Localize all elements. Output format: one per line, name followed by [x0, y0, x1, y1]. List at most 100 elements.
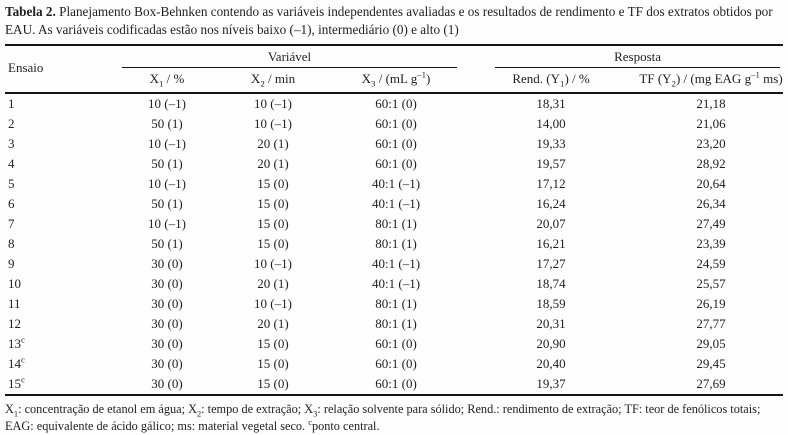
data-cell: 27,49 — [696, 216, 726, 232]
data-cell: 60:1 (0) — [375, 96, 417, 112]
data-cell: 80:1 (1) — [375, 296, 417, 312]
data-cell: 14,00 — [536, 116, 566, 132]
data-cell: 20 (1) — [257, 156, 289, 172]
data-cell: 10 (–1) — [254, 96, 292, 112]
data-cell: 15 (0) — [257, 196, 289, 212]
ensaio-cell: 12 — [8, 316, 21, 332]
data-cell: 80:1 (1) — [375, 216, 417, 232]
table-header: Ensaio Variável Resposta X1 / % X2 / min… — [5, 45, 784, 94]
table-row: 9 30 (0) 10 (–1) 40:1 (–1) 17,27 24,59 — [5, 254, 783, 274]
data-cell: 60:1 (0) — [375, 376, 417, 392]
column-header-ensaio: Ensaio — [8, 60, 44, 76]
data-cell: 29,45 — [696, 356, 726, 372]
table-row: 15c 30 (0) 15 (0) 60:1 (0) 19,37 27,69 — [5, 374, 783, 395]
data-cell: 18,59 — [536, 296, 566, 312]
data-cell: 20 (1) — [257, 136, 289, 152]
data-cell: 50 (1) — [151, 156, 183, 172]
table-row: 3 10 (–1) 20 (1) 60:1 (0) 19,33 23,20 — [5, 134, 783, 154]
data-cell: 50 (1) — [151, 196, 183, 212]
data-cell: 15 (0) — [257, 236, 289, 252]
data-cell: 21,06 — [696, 116, 726, 132]
data-cell: 10 (–1) — [148, 136, 186, 152]
data-cell: 26,34 — [696, 196, 726, 212]
table-row: 8 50 (1) 15 (0) 80:1 (1) 16,21 23,39 — [5, 234, 783, 254]
data-cell: 30 (0) — [151, 316, 183, 332]
data-cell: 80:1 (1) — [375, 316, 417, 332]
table-caption-label: Tabela 2. — [5, 4, 56, 19]
ensaio-cell: 6 — [8, 196, 15, 212]
table-row: 5 10 (–1) 15 (0) 40:1 (–1) 17,12 20,64 — [5, 174, 783, 194]
data-cell: 18,74 — [536, 276, 566, 292]
data-cell: 19,37 — [536, 376, 566, 392]
ensaio-cell: 4 — [8, 156, 15, 172]
group-header-row: Ensaio Variável Resposta — [5, 45, 783, 75]
data-cell: 30 (0) — [151, 296, 183, 312]
ensaio-cell: 9 — [8, 256, 15, 272]
data-cell: 15 (0) — [257, 376, 289, 392]
data-cell: 30 (0) — [151, 276, 183, 292]
data-cell: 40:1 (–1) — [372, 256, 421, 272]
data-cell: 20,31 — [536, 316, 566, 332]
data-cell: 26,19 — [696, 296, 726, 312]
data-cell: 21,18 — [696, 96, 726, 112]
table-footnote: X1: concentração de etanol em água; X2: … — [5, 402, 761, 433]
data-cell: 23,20 — [696, 136, 726, 152]
table-row: 12 30 (0) 20 (1) 80:1 (1) 20,31 27,77 — [5, 314, 783, 334]
table-row: 6 50 (1) 15 (0) 40:1 (–1) 16,24 26,34 — [5, 194, 783, 214]
data-cell: 20 (1) — [257, 316, 289, 332]
data-cell: 20,40 — [536, 356, 566, 372]
data-cell: 40:1 (–1) — [372, 196, 421, 212]
table-row: 4 50 (1) 20 (1) 60:1 (0) 19,57 28,92 — [5, 154, 783, 174]
data-cell: 10 (–1) — [148, 216, 186, 232]
ensaio-cell: 8 — [8, 236, 15, 252]
box-behnken-table: Ensaio Variável Resposta X1 / % X2 / min… — [5, 44, 784, 396]
data-cell: 19,33 — [536, 136, 566, 152]
data-cell: 50 (1) — [151, 236, 183, 252]
ensaio-cell: 2 — [8, 116, 15, 132]
data-cell: 20,90 — [536, 336, 566, 352]
table-row: 11 30 (0) 10 (–1) 80:1 (1) 18,59 26,19 — [5, 294, 783, 314]
data-cell: 20,07 — [536, 216, 566, 232]
data-cell: 60:1 (0) — [375, 156, 417, 172]
group-header-resposta: Resposta — [463, 45, 783, 69]
table-caption-text: Planejamento Box-Behnken contendo as var… — [5, 4, 773, 37]
table-row: 13c 30 (0) 15 (0) 60:1 (0) 20,90 29,05 — [5, 334, 783, 354]
ensaio-cell: 7 — [8, 216, 15, 232]
ensaio-cell: 15c — [8, 375, 25, 392]
table-caption: Tabela 2. Planejamento Box-Behnken conte… — [5, 3, 783, 38]
data-cell: 15 (0) — [257, 356, 289, 372]
ensaio-cell: 5 — [8, 176, 15, 192]
data-cell: 10 (–1) — [148, 96, 186, 112]
data-cell: 15 (0) — [257, 336, 289, 352]
data-cell: 24,59 — [696, 256, 726, 272]
data-cell: 18,31 — [536, 96, 566, 112]
column-header-x2: X2 / min — [250, 71, 296, 89]
data-cell: 20,64 — [696, 176, 726, 192]
group-label-resposta: Resposta — [495, 46, 781, 69]
data-cell: 17,27 — [536, 256, 566, 272]
ensaio-cell: 1 — [8, 96, 15, 112]
data-cell: 17,12 — [536, 176, 566, 192]
data-cell: 19,57 — [536, 156, 566, 172]
ensaio-cell: 13c — [8, 335, 25, 352]
table-row: 1 10 (–1) 10 (–1) 60:1 (0) 18,31 21,18 — [5, 93, 783, 114]
data-cell: 16,24 — [536, 196, 566, 212]
data-cell: 10 (–1) — [254, 296, 292, 312]
ensaio-cell: 14c — [8, 355, 25, 372]
column-header-tf: TF (Y2) / (mg EAG g–1 ms) — [639, 70, 783, 89]
data-cell: 15 (0) — [257, 176, 289, 192]
data-cell: 15 (0) — [257, 216, 289, 232]
data-cell: 27,69 — [696, 376, 726, 392]
table-body: 1 10 (–1) 10 (–1) 60:1 (0) 18,31 21,18 2 50 (1)… — [5, 93, 784, 396]
table-row: 10 30 (0) 20 (1) 40:1 (–1) 18,74 25,57 — [5, 274, 783, 294]
group-header-variavel: Variável — [117, 45, 463, 69]
data-cell: 30 (0) — [151, 356, 183, 372]
data-cell: 27,77 — [696, 316, 726, 332]
data-cell: 50 (1) — [151, 116, 183, 132]
data-cell: 16,21 — [536, 236, 566, 252]
column-header-rend: Rend. (Y1) / % — [512, 71, 590, 89]
ensaio-cell: 3 — [8, 136, 15, 152]
column-header-x1: X1 / % — [149, 71, 185, 89]
